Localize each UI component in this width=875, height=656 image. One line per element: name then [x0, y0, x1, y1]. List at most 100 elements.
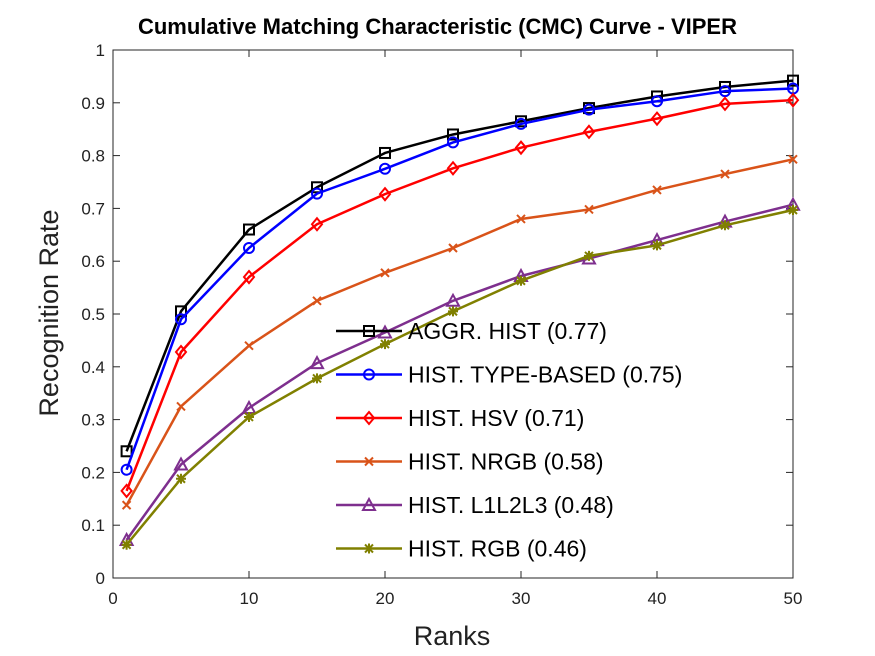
series-point	[447, 128, 459, 141]
x-tick-label: 50	[784, 589, 803, 608]
series-point	[176, 401, 186, 412]
series-line	[125, 79, 794, 452]
series-line	[125, 203, 794, 541]
series-point	[718, 96, 732, 112]
legend-label: HIST. TYPE-BASED (0.75)	[408, 362, 682, 388]
series-point	[244, 411, 254, 422]
series-point	[515, 117, 527, 130]
series-point	[447, 136, 459, 149]
y-tick-label: 0.9	[81, 94, 105, 113]
series-point	[719, 85, 731, 98]
x-tick-label: 40	[648, 589, 667, 608]
legend-entry: HIST. TYPE-BASED (0.75)	[336, 362, 682, 388]
legend-marker	[362, 410, 376, 426]
y-tick-label: 0.1	[81, 516, 105, 535]
x-axis-title: Ranks	[414, 621, 491, 651]
series-point	[120, 463, 133, 476]
series-point	[120, 445, 133, 458]
legend-marker	[364, 543, 374, 554]
series-point	[378, 186, 392, 202]
series-point	[582, 124, 596, 140]
series-point	[121, 500, 132, 510]
series-point	[448, 306, 458, 317]
series-line	[125, 87, 794, 471]
y-tick-label: 0.3	[81, 411, 105, 430]
series-point	[243, 242, 255, 254]
legend-label: HIST. NRGB (0.58)	[408, 449, 604, 475]
y-tick-label: 0.6	[81, 252, 105, 271]
series-point	[175, 313, 187, 326]
series-point	[174, 344, 188, 360]
series-point	[121, 539, 132, 550]
series-point	[652, 240, 662, 251]
y-tick-label: 0.4	[81, 358, 105, 377]
series-point	[379, 146, 391, 159]
series-point	[720, 220, 730, 231]
legend-label: HIST. RGB (0.46)	[408, 536, 587, 562]
y-tick-label: 0.8	[81, 147, 105, 166]
series-point	[173, 456, 189, 471]
series-point	[514, 140, 528, 156]
series-point	[720, 169, 730, 179]
series-point	[448, 243, 458, 253]
y-tick-label: 1	[96, 41, 105, 60]
series-1	[120, 74, 799, 458]
series-point	[380, 268, 390, 278]
x-tick-label: 0	[108, 589, 117, 608]
legend-marker	[364, 456, 374, 467]
legend-label: HIST. L1L2L3 (0.48)	[408, 492, 614, 518]
series-point	[445, 292, 461, 307]
y-axis-title: Recognition Rate	[34, 209, 64, 416]
series-point	[312, 373, 322, 384]
legend-label: HIST. HSV (0.71)	[408, 405, 584, 431]
x-tick-label: 10	[240, 589, 259, 608]
series-6	[121, 204, 798, 550]
legend-entry: AGGR. HIST (0.77)	[336, 318, 607, 344]
series-point	[788, 154, 798, 165]
y-tick-label: 0	[96, 569, 105, 588]
series-point	[312, 296, 322, 306]
series-point	[380, 339, 390, 350]
series-2	[120, 82, 799, 476]
legend-entry: HIST. L1L2L3 (0.48)	[336, 492, 614, 518]
series-point	[242, 269, 256, 285]
series-point	[120, 483, 133, 499]
series-point	[311, 181, 323, 194]
chart-title: Cumulative Matching Characteristic (CMC)…	[137, 14, 737, 39]
series-4	[121, 154, 798, 510]
series-point	[516, 275, 526, 286]
series-point	[584, 204, 594, 215]
series-point	[583, 103, 595, 116]
legend-entry: HIST. HSV (0.71)	[336, 405, 584, 431]
series-3	[120, 92, 800, 499]
series-point	[311, 187, 323, 200]
legend-entry: HIST. RGB (0.46)	[336, 536, 587, 562]
legend: AGGR. HIST (0.77) HIST. TYPE-BASED (0.75)…	[336, 318, 682, 562]
series-line	[125, 98, 794, 492]
legend-label: AGGR. HIST (0.77)	[408, 318, 607, 344]
legend-marker	[363, 368, 375, 381]
x-tick-label: 20	[376, 589, 395, 608]
y-tick-label: 0.2	[81, 463, 105, 482]
legend-marker	[361, 496, 377, 511]
series-point	[584, 250, 594, 261]
y-tick-label: 0.5	[81, 305, 105, 324]
y-tick-label: 0.7	[81, 199, 105, 218]
series-point	[176, 473, 186, 484]
series-point	[650, 111, 664, 127]
series-point	[788, 204, 798, 215]
series-point	[651, 95, 663, 108]
legend-marker	[363, 325, 375, 337]
legend-entry: HIST. NRGB (0.58)	[336, 449, 604, 475]
series-point	[243, 223, 255, 236]
series-point	[787, 74, 799, 87]
series-point	[310, 216, 324, 232]
series-point	[786, 92, 800, 108]
x-tick-label: 30	[512, 589, 531, 608]
series-point	[516, 214, 526, 224]
series-point	[379, 162, 391, 175]
series-point	[309, 355, 325, 370]
series-point	[446, 160, 460, 176]
series-point	[175, 305, 187, 318]
